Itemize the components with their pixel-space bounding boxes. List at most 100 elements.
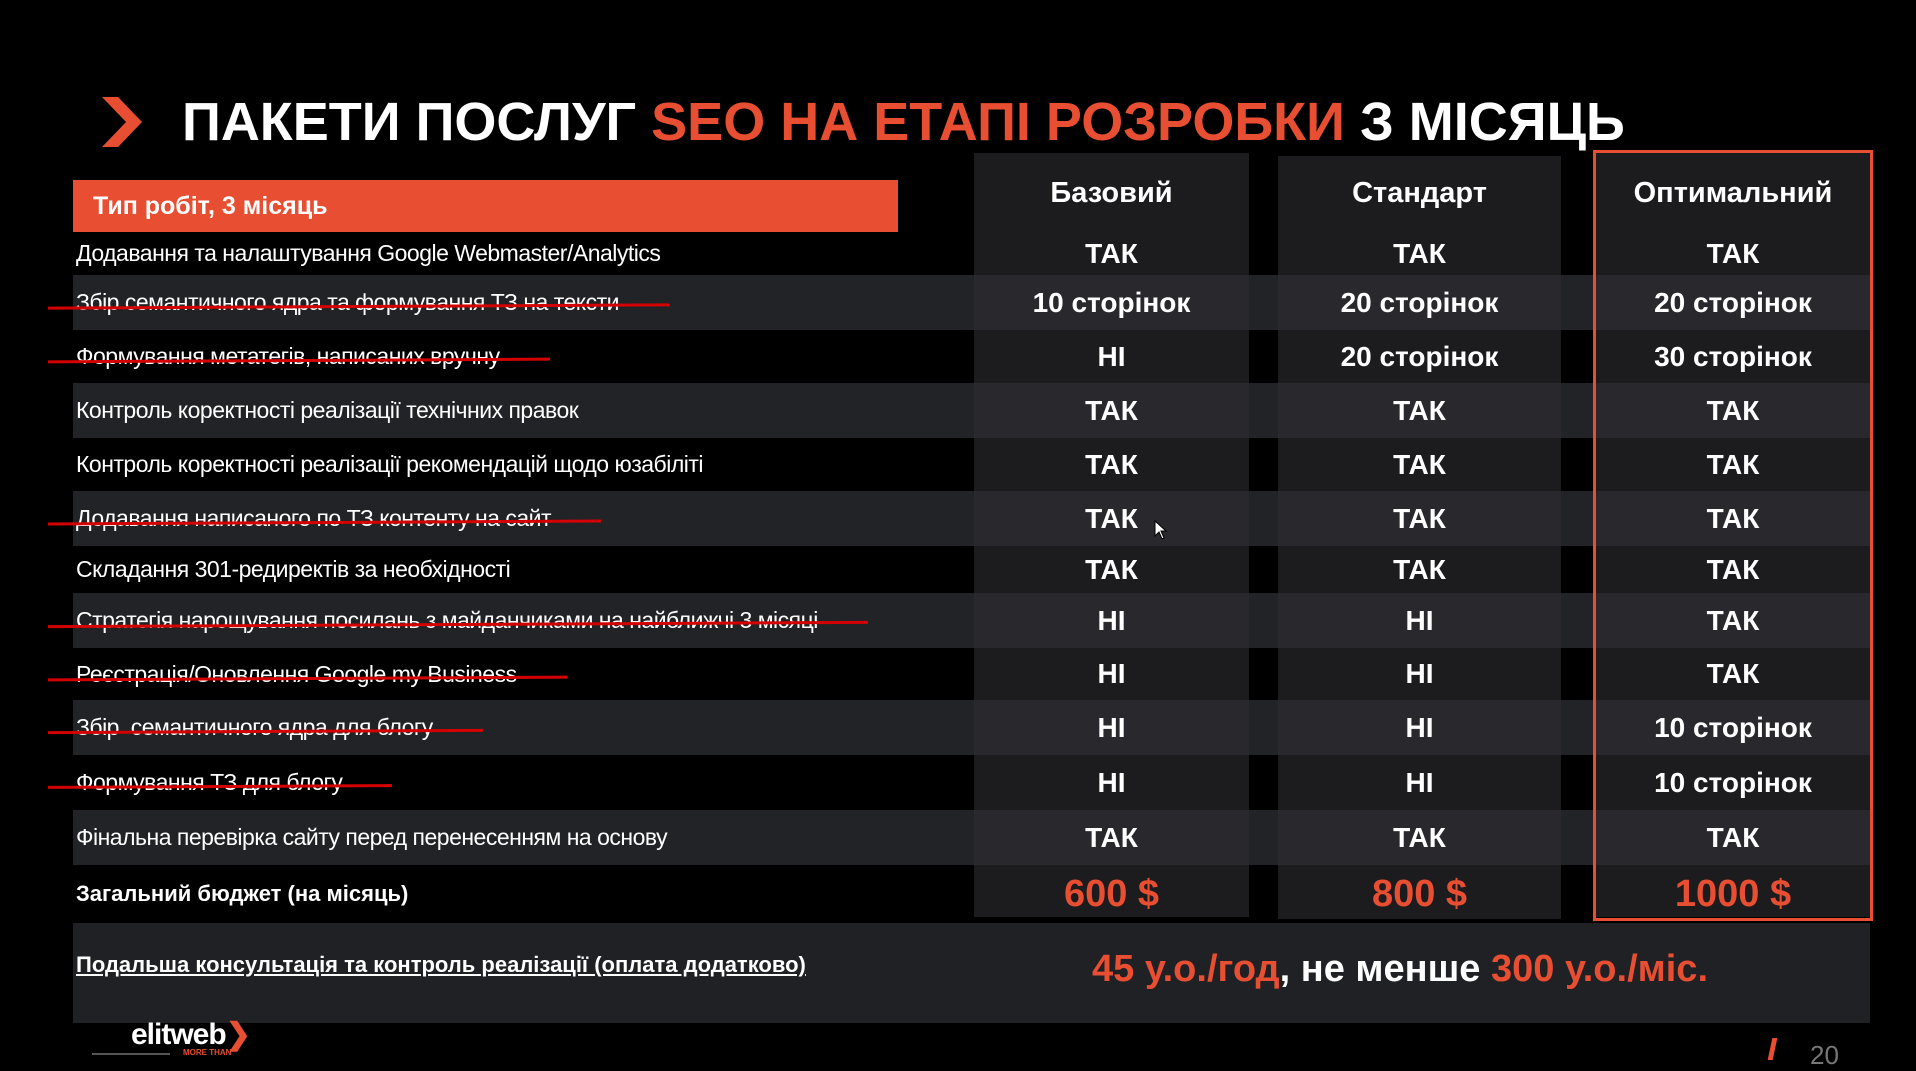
plan-value-cell: НІ bbox=[1405, 658, 1434, 689]
logo-chevron-icon: ❯ bbox=[225, 1018, 251, 1051]
row-label: Збір семантичного ядра та формування ТЗ … bbox=[47, 275, 670, 330]
row-label: Реєстрація/Оновлення Google my Business bbox=[47, 648, 567, 700]
plan-value-cell: НІ bbox=[1405, 604, 1434, 636]
column-stripe bbox=[1278, 810, 1561, 865]
consultation-rate: 45 у.о./год, не менше 300 у.о./міс. bbox=[1050, 948, 1750, 991]
slide-title: ПАКЕТИ ПОСЛУГ SEO НА ЕТАПІ РОЗРОБКИ З МІ… bbox=[100, 92, 1625, 152]
logo-tagline: MORE THAN bbox=[183, 1048, 232, 1057]
plan-value-cell: 10 сторінок bbox=[1654, 766, 1812, 798]
rate-separator: , не менше bbox=[1279, 948, 1491, 990]
row-label-text: Додавання написаного по ТЗ контенту на с… bbox=[76, 505, 552, 531]
column-stripe bbox=[1596, 383, 1870, 438]
column-stripe bbox=[974, 491, 1249, 546]
budget-label: Загальний бюджет (на місяць) bbox=[76, 881, 409, 906]
column-stripe bbox=[974, 700, 1249, 755]
plan-value-cell: ТАК bbox=[1393, 502, 1446, 534]
row-label: Формування ТЗ для блогу bbox=[47, 755, 393, 810]
consultation-label: Подальша консультація та контроль реаліз… bbox=[76, 952, 806, 977]
row-label-text: Формування ТЗ для блогу bbox=[76, 769, 343, 795]
column-stripe bbox=[974, 275, 1249, 330]
row-label: Складання 301-редиректів за необхідності bbox=[76, 546, 511, 593]
row-label: Додавання написаного по ТЗ контенту на с… bbox=[47, 491, 602, 546]
plan-value-cell: НІ bbox=[1097, 604, 1126, 636]
row-label-text: Фінальна перевірка сайту перед перенесен… bbox=[76, 824, 668, 850]
plan-value-cell: ТАК bbox=[1085, 553, 1138, 585]
column-stripe bbox=[1278, 700, 1561, 755]
column-stripe bbox=[974, 810, 1249, 865]
plan-value-cell: НІ bbox=[1097, 711, 1126, 743]
plan-value-cell: ТАК bbox=[1706, 553, 1760, 585]
row-label-text: Реєстрація/Оновлення Google my Business bbox=[76, 660, 517, 687]
row-stripe bbox=[73, 810, 1870, 865]
title-part1: ПАКЕТИ ПОСЛУГ bbox=[182, 92, 652, 152]
row-label-text: Складання 301-редиректів за необхідності bbox=[76, 556, 511, 582]
plan-value-cell: ТАК bbox=[1085, 448, 1138, 480]
row-label: Формування метатегів, написаних вручну bbox=[47, 330, 550, 383]
plan-value-cell: ТАК bbox=[1706, 237, 1760, 269]
rate-month: 300 у.о./міс. bbox=[1491, 948, 1708, 990]
plan-value-cell: НІ bbox=[1405, 711, 1434, 743]
column-stripe bbox=[1596, 275, 1870, 330]
row-stripe bbox=[73, 383, 1870, 438]
column-stripe bbox=[1596, 810, 1870, 865]
row-stripe bbox=[73, 491, 1870, 546]
plan-price: 600 $ bbox=[1063, 872, 1160, 915]
row-stripe bbox=[73, 593, 1870, 648]
plan-value-cell: ТАК bbox=[1085, 394, 1138, 426]
chevron-right-icon bbox=[102, 97, 142, 147]
plan-value-cell: НІ bbox=[1405, 766, 1434, 798]
plan-value-cell: ТАК bbox=[1393, 553, 1446, 585]
row-label-text: Контроль коректності реалізації рекоменд… bbox=[76, 451, 704, 477]
row-label: Фінальна перевірка сайту перед перенесен… bbox=[76, 810, 668, 865]
column-stripe bbox=[1596, 700, 1870, 755]
header-label-text: Тип робіт, 3 місяць bbox=[93, 191, 328, 220]
column-stripe bbox=[1278, 383, 1561, 438]
plan-value-cell: ТАК bbox=[1706, 604, 1760, 636]
plan-value-cell: 30 сторінок bbox=[1654, 340, 1812, 372]
plan-value-cell: 10 сторінок bbox=[1032, 286, 1191, 318]
column-stripe bbox=[1278, 275, 1561, 330]
plan-value-cell: ТАК bbox=[1706, 658, 1760, 689]
page-number: 20 bbox=[1810, 1040, 1839, 1070]
plan-header: Оптимальний bbox=[1633, 176, 1833, 209]
row-label-text: Формування метатегів, написаних вручну bbox=[76, 343, 500, 369]
rate-hour: 45 у.о./год bbox=[1092, 948, 1280, 990]
column-stripe bbox=[1278, 593, 1561, 648]
mouse-cursor-icon bbox=[1154, 520, 1168, 540]
plan-value-cell: 20 сторінок bbox=[1340, 340, 1499, 372]
plan-value-cell: ТАК bbox=[1706, 821, 1760, 853]
plan-header: Стандарт bbox=[1352, 176, 1487, 209]
plan-value-cell: 20 сторінок bbox=[1654, 286, 1812, 318]
plan-value-cell: ТАК bbox=[1085, 821, 1138, 853]
table-header-label: Тип робіт, 3 місяць bbox=[73, 180, 898, 232]
title-part2: З МІСЯЦЬ bbox=[1344, 92, 1625, 152]
plan-price: 1000 $ bbox=[1674, 872, 1792, 915]
plan-value-cell: ТАК bbox=[1393, 237, 1446, 269]
plan-value-cell: ТАК bbox=[1085, 237, 1138, 269]
row-label-text: Стратегія нарощування посилань з майданч… bbox=[76, 607, 818, 633]
row-label-text: Контроль коректності реалізації технічни… bbox=[76, 397, 579, 423]
plan-value-cell: 10 сторінок bbox=[1654, 711, 1812, 743]
column-stripe bbox=[974, 383, 1249, 438]
row-label-text: Додавання та налаштування Google Webmast… bbox=[76, 240, 661, 266]
plan-value-cell: ТАК bbox=[1706, 502, 1760, 534]
row-label: Додавання та налаштування Google Webmast… bbox=[76, 232, 661, 275]
plan-value-cell: 20 сторінок bbox=[1340, 286, 1499, 318]
plan-value-cell: ТАК bbox=[1393, 448, 1446, 480]
row-label: Контроль коректності реалізації рекоменд… bbox=[76, 438, 704, 491]
column-stripe bbox=[974, 593, 1249, 648]
plan-value-cell: НІ bbox=[1097, 340, 1126, 372]
plan-value-cell: ТАК bbox=[1393, 821, 1446, 853]
row-label: Стратегія нарощування посилань з майданч… bbox=[47, 593, 868, 648]
plan-value-cell: НІ bbox=[1097, 658, 1126, 689]
logo-divider bbox=[92, 1053, 170, 1055]
consultation-panel bbox=[73, 923, 1870, 1023]
column-stripe bbox=[1278, 491, 1561, 546]
row-label-text: Збір семантичного ядра та формування ТЗ … bbox=[76, 289, 620, 315]
plan-value-cell: ТАК bbox=[1706, 448, 1760, 480]
column-stripe bbox=[1596, 593, 1870, 648]
plan-value-cell: ТАК bbox=[1706, 394, 1760, 426]
logo-text: elitweb bbox=[131, 1018, 227, 1051]
plan-value-cell: ТАК bbox=[1085, 502, 1138, 534]
plan-value-cell: ТАК bbox=[1393, 394, 1446, 426]
